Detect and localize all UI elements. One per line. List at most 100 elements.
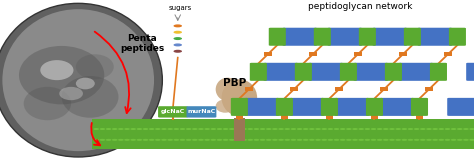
Circle shape [463, 139, 469, 141]
Circle shape [328, 128, 333, 130]
Circle shape [173, 128, 179, 130]
Ellipse shape [40, 60, 73, 80]
Circle shape [365, 128, 370, 130]
Ellipse shape [216, 99, 235, 113]
Ellipse shape [24, 87, 71, 120]
Circle shape [438, 128, 444, 130]
FancyBboxPatch shape [321, 98, 338, 116]
Circle shape [358, 139, 364, 141]
Circle shape [426, 128, 432, 130]
FancyBboxPatch shape [447, 98, 474, 116]
Circle shape [254, 139, 259, 141]
Circle shape [284, 139, 290, 141]
Circle shape [137, 139, 142, 141]
FancyBboxPatch shape [354, 63, 388, 81]
Circle shape [414, 139, 419, 141]
Circle shape [445, 128, 450, 130]
Circle shape [278, 139, 284, 141]
Circle shape [395, 139, 401, 141]
Circle shape [186, 128, 191, 130]
Circle shape [100, 139, 105, 141]
Text: murNaC: murNaC [187, 109, 216, 114]
Circle shape [210, 128, 216, 130]
Circle shape [389, 128, 395, 130]
FancyBboxPatch shape [416, 115, 423, 119]
Circle shape [229, 128, 235, 130]
Circle shape [371, 128, 376, 130]
Circle shape [198, 139, 204, 141]
FancyBboxPatch shape [276, 98, 293, 116]
FancyBboxPatch shape [186, 106, 216, 118]
FancyBboxPatch shape [281, 115, 288, 119]
Circle shape [309, 128, 315, 130]
Circle shape [315, 128, 321, 130]
Circle shape [291, 128, 296, 130]
Circle shape [217, 139, 222, 141]
FancyBboxPatch shape [371, 115, 378, 119]
Circle shape [93, 139, 99, 141]
Circle shape [315, 139, 321, 141]
Circle shape [186, 139, 191, 141]
Circle shape [321, 128, 327, 130]
FancyBboxPatch shape [295, 63, 312, 81]
FancyBboxPatch shape [290, 98, 324, 116]
Circle shape [254, 128, 259, 130]
Circle shape [297, 139, 302, 141]
Circle shape [352, 139, 358, 141]
Circle shape [297, 128, 302, 130]
Circle shape [420, 139, 426, 141]
Circle shape [204, 128, 210, 130]
Circle shape [173, 50, 182, 53]
FancyBboxPatch shape [385, 63, 402, 81]
Circle shape [469, 139, 474, 141]
Circle shape [210, 139, 216, 141]
Circle shape [180, 139, 185, 141]
Circle shape [303, 139, 309, 141]
Circle shape [451, 128, 456, 130]
FancyBboxPatch shape [314, 28, 331, 46]
FancyBboxPatch shape [328, 28, 362, 46]
Circle shape [204, 139, 210, 141]
FancyBboxPatch shape [425, 87, 433, 91]
Circle shape [118, 128, 124, 130]
Text: sugars: sugars [168, 5, 192, 11]
Circle shape [272, 128, 278, 130]
Circle shape [130, 139, 136, 141]
Circle shape [247, 139, 253, 141]
FancyBboxPatch shape [418, 28, 452, 46]
Circle shape [167, 139, 173, 141]
Circle shape [438, 139, 444, 141]
FancyBboxPatch shape [380, 87, 388, 91]
FancyBboxPatch shape [449, 28, 466, 46]
Ellipse shape [216, 78, 239, 101]
Circle shape [149, 128, 155, 130]
Text: peptidoglycan network: peptidoglycan network [308, 2, 412, 11]
Circle shape [124, 139, 130, 141]
FancyBboxPatch shape [430, 63, 447, 81]
FancyBboxPatch shape [366, 98, 383, 116]
Ellipse shape [19, 46, 104, 104]
Circle shape [377, 139, 383, 141]
Circle shape [383, 139, 389, 141]
FancyBboxPatch shape [158, 106, 188, 118]
Circle shape [112, 128, 118, 130]
Circle shape [192, 128, 198, 130]
FancyBboxPatch shape [250, 63, 267, 81]
Circle shape [340, 128, 346, 130]
Circle shape [451, 139, 456, 141]
FancyBboxPatch shape [335, 98, 369, 116]
Circle shape [217, 128, 222, 130]
Circle shape [371, 139, 376, 141]
Circle shape [432, 139, 438, 141]
Circle shape [266, 128, 272, 130]
FancyBboxPatch shape [309, 63, 343, 81]
Circle shape [143, 139, 148, 141]
Text: PBP: PBP [223, 78, 246, 88]
Circle shape [260, 128, 265, 130]
FancyBboxPatch shape [269, 28, 286, 46]
Circle shape [118, 139, 124, 141]
FancyBboxPatch shape [335, 87, 343, 91]
Circle shape [346, 128, 352, 130]
Circle shape [334, 139, 339, 141]
Circle shape [155, 128, 161, 130]
